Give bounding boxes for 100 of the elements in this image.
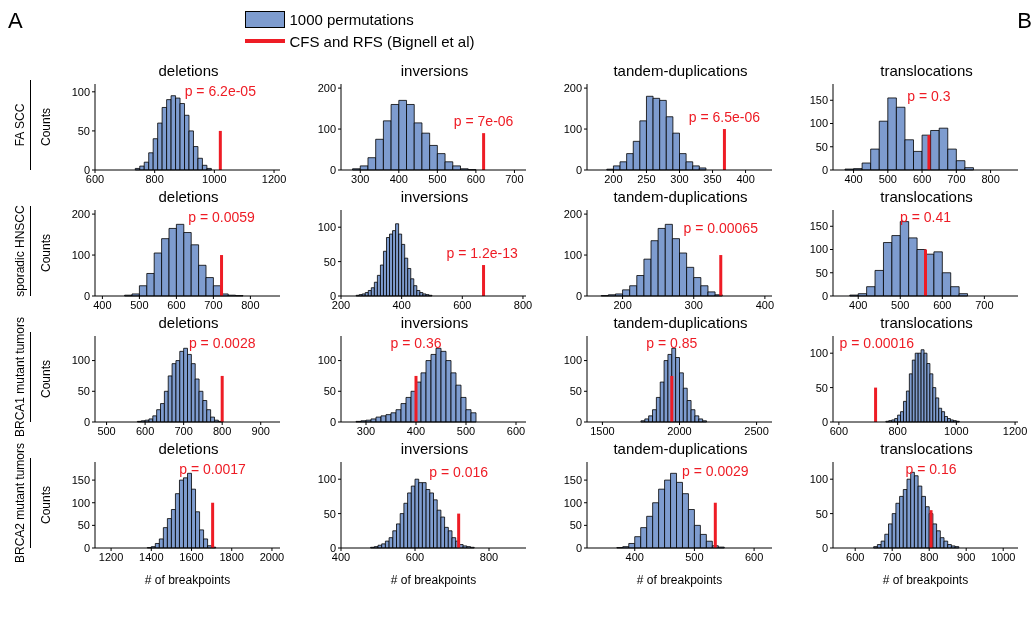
- x-tick-label: 1500: [590, 424, 615, 437]
- x-tick-label: 300: [356, 424, 376, 437]
- y-tick-label: 50: [815, 140, 828, 153]
- y-tick-label: 150: [563, 474, 582, 487]
- x-tick-label: 400: [736, 172, 755, 185]
- x-tick-label: 600: [167, 298, 186, 311]
- text: sporadic HNSCC: [13, 205, 27, 297]
- x-tick-label: 700: [174, 424, 193, 437]
- x-tick-label: 400: [755, 298, 775, 311]
- x-tick-label: 600: [466, 172, 486, 185]
- y-tick-label: 50: [77, 519, 90, 532]
- x-tick-label: 800: [479, 550, 499, 563]
- x-tick-label: 350: [703, 172, 722, 185]
- y-tick-label: 50: [77, 124, 90, 137]
- y-tick-label: 50: [323, 385, 336, 398]
- chart-title: translocations: [879, 314, 974, 332]
- x-tick-label: 800: [920, 550, 939, 563]
- chart-title: inversions: [399, 314, 470, 332]
- x-tick-label: 1200: [261, 172, 287, 185]
- y-tick-label: 0: [83, 163, 90, 176]
- x-tick-label: 800: [981, 172, 1000, 185]
- x-tick-label: 300: [670, 172, 689, 185]
- annotation: p = 0.85: [646, 335, 698, 351]
- chart-title: inversions: [399, 440, 470, 458]
- x-tick-label: 600: [933, 298, 952, 311]
- x-tick-label: 700: [204, 298, 223, 311]
- annotation: p = 6.5e-06: [688, 109, 761, 126]
- x-tick-label: 600: [912, 172, 932, 185]
- y-tick-label: 0: [329, 415, 336, 428]
- annotation: p = 0.0017: [179, 461, 246, 477]
- x-tick-label: 2500: [744, 424, 769, 437]
- y-tick-label: 100: [317, 122, 336, 135]
- y-tick-label: 0: [821, 541, 828, 554]
- y-axis-title: Counts: [39, 359, 54, 399]
- annotation: p = 0.0059: [188, 209, 255, 225]
- y-tick-label: 200: [317, 82, 336, 94]
- x-tick-label: 500: [685, 550, 704, 563]
- x-tick-label: 400: [625, 550, 644, 563]
- x-tick-label: 1000: [202, 172, 227, 185]
- chart-title: inversions: [399, 62, 470, 80]
- y-tick-label: 0: [575, 163, 582, 176]
- x-axis-title: # of breakpoints: [144, 573, 231, 587]
- y-tick-label: 0: [821, 415, 828, 428]
- x-tick-label: 600: [405, 550, 425, 563]
- x-tick-label: 800: [213, 424, 232, 437]
- x-tick-label: 700: [947, 172, 966, 185]
- x-tick-label: 2000: [259, 550, 285, 563]
- annotation: p = 0.16: [905, 461, 957, 477]
- x-axis-title: # of breakpoints: [882, 573, 969, 587]
- x-tick-label: 700: [505, 172, 524, 185]
- legend-label: CFS and RFS (Bignell et al): [289, 32, 475, 50]
- x-tick-label: 1600: [179, 550, 204, 563]
- text: BRCA2 mutant tumors: [13, 442, 27, 564]
- chart-title: translocations: [879, 188, 974, 206]
- x-tick-label: 2000: [667, 424, 692, 437]
- y-tick-label: 100: [317, 473, 336, 486]
- y-tick-label: 150: [809, 94, 828, 107]
- chart-title: tandem-duplications: [612, 62, 749, 80]
- chart-title: deletions: [157, 188, 220, 206]
- y-tick-label: 100: [809, 243, 828, 256]
- text: FA SCC: [13, 103, 27, 147]
- y-tick-label: 100: [563, 496, 582, 509]
- x-tick-label: 500: [456, 424, 476, 437]
- y-tick-label: 50: [323, 255, 336, 268]
- annotation: p = 0.36: [390, 335, 442, 351]
- annotation: p = 6.2e-05: [184, 83, 256, 99]
- chart-title: deletions: [158, 314, 219, 331]
- x-tick-label: 400: [406, 424, 426, 437]
- y-tick-label: 50: [77, 385, 90, 398]
- x-tick-label: 400: [844, 172, 863, 185]
- y-tick-label: 100: [317, 221, 336, 234]
- x-tick-label: 600: [744, 550, 764, 563]
- y-axis-title: Counts: [39, 485, 54, 525]
- y-tick-label: 0: [821, 289, 828, 302]
- y-tick-label: 200: [71, 208, 90, 220]
- x-tick-label: 300: [351, 172, 370, 185]
- chart-title: translocations: [879, 62, 974, 80]
- x-tick-label: 700: [975, 298, 994, 311]
- x-tick-label: 400: [93, 298, 112, 311]
- x-tick-label: 500: [878, 172, 897, 185]
- y-tick-label: 200: [563, 82, 582, 94]
- x-tick-label: 800: [241, 298, 260, 311]
- y-tick-label: 50: [815, 381, 828, 394]
- annotation: p = 0.41: [900, 209, 951, 225]
- chart-title: inversions: [399, 188, 470, 206]
- y-tick-label: 50: [815, 266, 828, 279]
- text: A: [8, 8, 23, 34]
- y-tick-label: 150: [809, 220, 828, 233]
- y-tick-label: 0: [821, 163, 828, 176]
- x-tick-label: 800: [513, 298, 533, 311]
- chart-title: deletions: [157, 62, 220, 80]
- y-tick-label: 100: [71, 248, 90, 261]
- y-tick-label: 0: [329, 541, 336, 554]
- annotation: p = 1.2e-13: [446, 245, 518, 262]
- annotation: p = 0.016: [429, 463, 489, 480]
- y-axis-title: Counts: [39, 107, 54, 147]
- y-tick-label: 0: [575, 541, 582, 554]
- text: B: [1017, 8, 1032, 34]
- annotation: p = 0.0029: [682, 463, 749, 480]
- x-tick-label: 1800: [219, 550, 244, 563]
